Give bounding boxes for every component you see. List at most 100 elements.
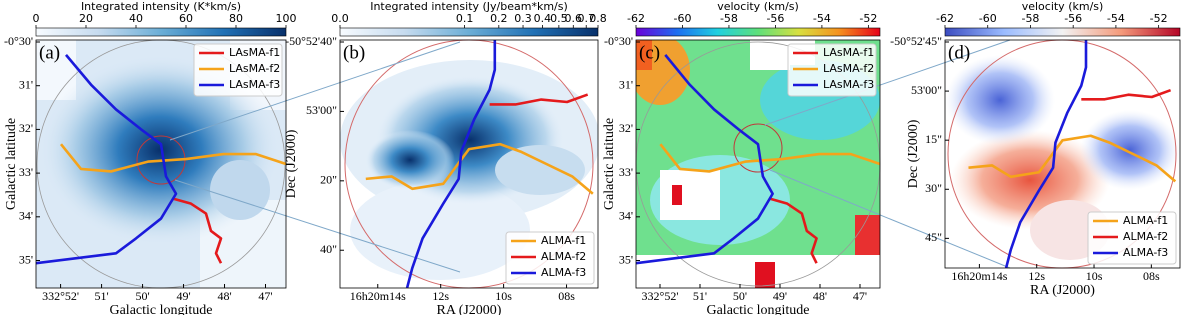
legend-box (505, 231, 595, 285)
x-tick-label: 10s (1086, 269, 1103, 283)
colorbar-tick-label: 0.0 (331, 12, 349, 25)
x-axis-label: RA (J2000) (437, 303, 502, 315)
map-frame (635, 39, 881, 289)
filament (1081, 88, 1172, 101)
map-frame (339, 39, 599, 289)
legend-label: ALMA-f3 (541, 266, 586, 279)
panel-label: (c) (639, 42, 660, 63)
colorbar-tick-label: 0.1 (456, 12, 474, 25)
x-tick-label: 16h20m14s (951, 269, 1007, 283)
x-tick-label: 08s (558, 289, 575, 303)
filaments (636, 54, 880, 265)
legend-box (1087, 211, 1177, 265)
colorbar-tick-label: -60 (979, 12, 997, 25)
legend-label: LAsMA-f2 (229, 62, 280, 75)
colorbar-tick-label: -62 (936, 12, 954, 25)
colorbar-tick-label: -60 (673, 12, 691, 25)
colorbar (635, 27, 881, 37)
y-tick-label: 32' (619, 121, 633, 135)
filament (59, 143, 286, 173)
x-tick-label: 08s (1143, 269, 1160, 283)
filament (636, 54, 774, 265)
y-tick-label: 31' (19, 77, 33, 91)
x-tick-label: 47' (853, 289, 867, 303)
panel: (b)Integrated intensity (Jy/beam*km/s)0.… (284, 0, 607, 315)
filaments (968, 40, 1177, 268)
colorbar-tick-label: 60 (179, 12, 193, 25)
y-tick-label: 20" (320, 173, 337, 187)
filament (1004, 40, 1088, 268)
map-frame (35, 39, 287, 289)
legend-box (193, 43, 283, 97)
y-tick-label: 34' (619, 209, 633, 223)
panel: (c) velocity (km/s) -62 -60 -58 -56 -54 -52 332°… (602, 0, 881, 315)
x-tick-label: 51' (94, 289, 108, 303)
x-tick-label: 10s (495, 289, 512, 303)
colorbar-tick-label: -54 (813, 12, 831, 25)
x-axis-label: Galactic longitude (706, 303, 809, 315)
panel: (d) velocity (km/s) -62 -60 -58 -56 -54 -52 16h2… (890, 0, 1181, 298)
y-tick-label: 32' (19, 121, 33, 135)
x-tick-label: 12s (1028, 269, 1045, 283)
filament (968, 134, 1177, 183)
colorbar-tick-label: 40 (129, 12, 143, 25)
filament (36, 54, 178, 265)
legend-label: ALMA-f2 (541, 250, 586, 263)
colorbar-tick-label: -58 (720, 12, 738, 25)
colorbar-tick-label: 0.3 (514, 12, 532, 25)
y-axis-label: Dec (J2000) (284, 129, 299, 198)
y-tick-label: 35' (619, 252, 633, 266)
panel-label: (a) (39, 42, 60, 63)
y-tick-label: 30" (925, 181, 942, 195)
filament (365, 142, 594, 195)
y-axis-label: Galactic latitude (4, 118, 19, 210)
y-axis-label: Galactic latitude (602, 118, 617, 210)
filament (769, 197, 818, 264)
y-tick-label: -0°30' (4, 34, 33, 48)
colorbar (339, 27, 599, 37)
legend-label: ALMA-f1 (541, 234, 586, 247)
map-frame (944, 39, 1181, 269)
legend-label: LAsMA-f3 (229, 78, 280, 91)
colorbar-tick-label: -54 (1107, 12, 1125, 25)
x-tick-label: 50' (135, 289, 149, 303)
x-tick-label: 16h20m14s (350, 289, 406, 303)
y-tick-label: 45" (925, 230, 942, 244)
x-tick-label: 48' (813, 289, 827, 303)
x-tick-label: 12s (432, 289, 449, 303)
colorbar-tick-label: 80 (229, 12, 243, 25)
y-tick-label: 53'00" (306, 103, 337, 117)
legend-label: LAsMA-f1 (823, 46, 874, 59)
panel-label: (b) (343, 42, 365, 63)
y-tick-label: -50°52'45" (890, 34, 942, 48)
x-axis-label: Galactic longitude (109, 303, 212, 315)
y-tick-label: 33' (19, 165, 33, 179)
legend-label: LAsMA-f1 (229, 46, 280, 59)
panel-label: (d) (948, 42, 970, 63)
filaments (36, 54, 286, 265)
x-tick-label: 47' (258, 289, 272, 303)
filament (405, 40, 497, 288)
x-tick-label: 48' (217, 289, 231, 303)
legend-label: ALMA-f2 (1123, 230, 1168, 243)
colorbar-tick-label: 0 (33, 12, 40, 25)
colorbar-title: Integrated intensity (Jy/beam*km/s) (370, 0, 568, 13)
x-axis-label: RA (J2000) (1030, 283, 1095, 298)
legend-label: ALMA-f1 (1123, 214, 1168, 227)
colorbar-tick-label: 0.7 (577, 12, 595, 25)
y-tick-label: 15" (925, 132, 942, 146)
colorbar-tick-label: -62 (627, 12, 645, 25)
colorbar-tick-label: 0.2 (490, 12, 508, 25)
colorbar-tick-label: 0.8 (589, 12, 607, 25)
y-tick-label: 40" (320, 242, 337, 256)
colorbar-tick-label: -56 (1064, 12, 1082, 25)
filament (659, 143, 880, 173)
filament (173, 197, 223, 264)
colorbar-tick-label: 0.6 (565, 12, 583, 25)
colorbar (35, 27, 287, 37)
x-tick-label: 49' (176, 289, 190, 303)
y-axis-label: Dec (J2000) (906, 119, 921, 188)
legend-label: LAsMA-f3 (823, 78, 874, 91)
